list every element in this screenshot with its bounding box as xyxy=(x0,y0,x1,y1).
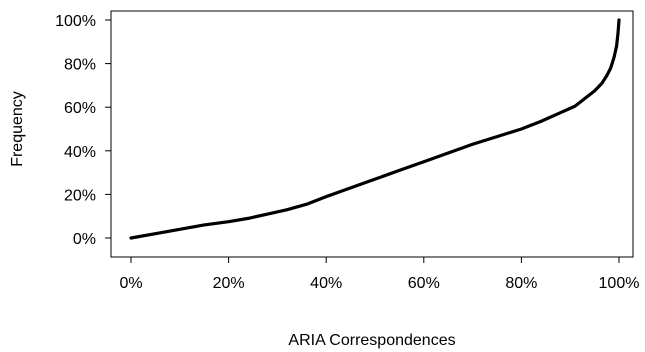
y-tick-label: 80% xyxy=(64,57,96,74)
x-tick-label: 80% xyxy=(505,275,537,292)
y-axis: 0% 20% 40% 60% 80% 100% xyxy=(55,13,112,248)
y-tick-label: 0% xyxy=(73,231,96,248)
x-tick-label: 0% xyxy=(119,275,142,292)
x-tick-label: 20% xyxy=(213,275,245,292)
y-tick-label: 40% xyxy=(64,144,96,161)
plot-frame xyxy=(110,10,634,258)
x-axis: 0% 20% 40% 60% 80% 100% xyxy=(119,256,640,292)
x-tick-label: 60% xyxy=(408,275,440,292)
y-tick-label: 100% xyxy=(55,13,96,30)
y-axis-title: Frequency xyxy=(9,91,26,167)
x-tick-label: 40% xyxy=(310,275,342,292)
x-tick-label: 100% xyxy=(599,275,640,292)
series-line xyxy=(129,18,621,240)
y-tick-label: 60% xyxy=(64,100,96,117)
x-axis-title: ARIA Correspondences xyxy=(288,332,455,349)
y-tick-label: 20% xyxy=(64,187,96,204)
